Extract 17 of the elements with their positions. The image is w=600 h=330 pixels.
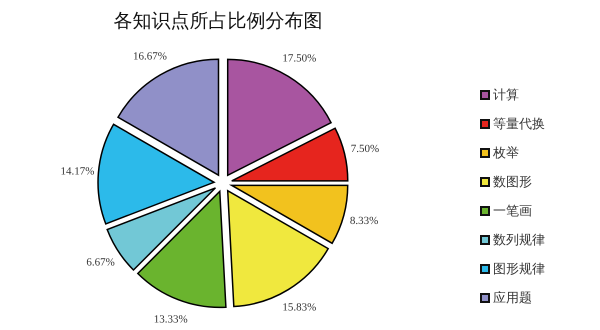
data-label: 7.50% (350, 142, 380, 155)
legend-label: 计算 (493, 86, 519, 104)
legend-label: 数图形 (493, 172, 532, 190)
legend-label: 一笔画 (493, 202, 532, 220)
legend-label: 等量代换 (493, 114, 545, 132)
data-label: 13.33% (154, 313, 188, 326)
legend-label: 枚举 (493, 144, 519, 162)
data-label: 6.67% (86, 256, 115, 269)
data-label: 8.33% (350, 214, 378, 227)
data-label: 14.17% (60, 166, 94, 178)
legend-label: 数列规律 (493, 230, 545, 248)
data-label: 16.67% (133, 50, 167, 63)
data-label: 17.50% (282, 52, 316, 65)
legend-label: 应用题 (493, 288, 532, 306)
chart-title: 各知识点所占比例分布图 (112, 10, 324, 34)
legend-label: 图形规律 (493, 260, 545, 278)
data-label: 15.83% (282, 301, 316, 314)
